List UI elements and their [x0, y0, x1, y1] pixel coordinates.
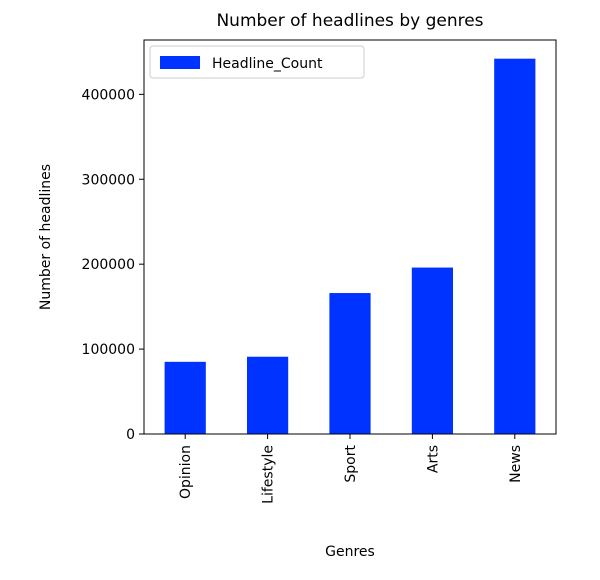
legend-swatch [160, 56, 200, 69]
bar-news [494, 58, 536, 435]
legend-label: Headline_Count [212, 56, 323, 72]
bar-sport [329, 293, 371, 434]
y-tick-label: 100000 [82, 342, 135, 358]
x-tick-label-sport: Sport [343, 444, 359, 482]
x-tick-label-lifestyle: Lifestyle [261, 445, 277, 504]
x-tick-label-news: News [508, 445, 524, 483]
y-tick-label: 200000 [82, 257, 135, 273]
x-axis: Opinion Lifestyle Sport Arts News [178, 434, 524, 504]
x-tick-label-opinion: Opinion [178, 445, 194, 499]
y-tick-label: 0 [126, 427, 135, 443]
bar-opinion [164, 361, 206, 434]
bar-lifestyle [247, 356, 289, 434]
y-tick-label: 300000 [82, 172, 135, 188]
y-axis: 0 100000 200000 300000 400000 [82, 87, 144, 443]
y-tick-label: 400000 [82, 87, 135, 103]
x-axis-label: Genres [325, 544, 375, 560]
legend-frame [149, 45, 365, 79]
chart-title: Number of headlines by genres [216, 11, 483, 31]
y-axis-label: Number of headlines [38, 164, 54, 310]
bar-arts [411, 267, 453, 434]
legend: Headline_Count [149, 45, 365, 79]
x-tick-label-arts: Arts [425, 445, 441, 473]
plot-area [164, 58, 536, 435]
